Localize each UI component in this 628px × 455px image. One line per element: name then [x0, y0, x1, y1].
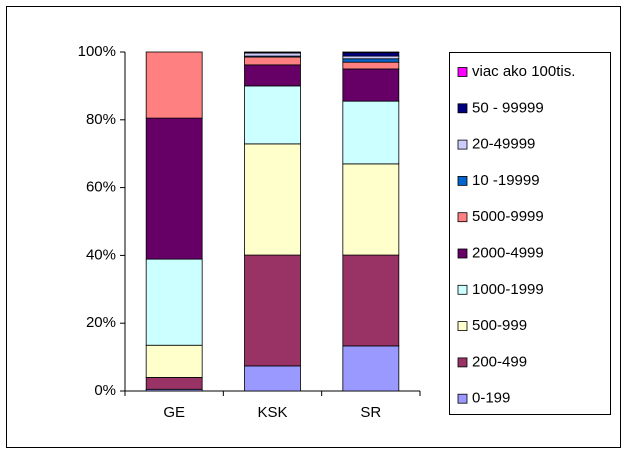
legend-box — [449, 52, 611, 415]
legend-label: 5000-9999 — [472, 208, 544, 225]
bar-segment — [342, 100, 400, 165]
bar-segment — [244, 52, 301, 57]
bar-segment — [244, 365, 301, 392]
legend-swatch — [457, 103, 468, 114]
x-tick-label: GE — [163, 404, 185, 421]
legend-swatch — [457, 284, 468, 295]
bar-segment — [244, 64, 301, 87]
bar-segment — [342, 52, 400, 57]
y-tick-label: 60% — [86, 179, 116, 196]
x-tick-label: KSK — [257, 404, 287, 421]
legend-swatch — [457, 248, 468, 259]
legend-swatch — [457, 67, 468, 77]
y-tick-label: 40% — [86, 246, 116, 263]
legend-label: 1000-1999 — [472, 281, 544, 298]
bar-segment — [342, 61, 400, 70]
y-tick-label: 20% — [86, 314, 116, 331]
bar-segment — [342, 68, 400, 102]
bar-segment — [342, 51, 400, 54]
legend-swatch — [457, 175, 468, 186]
legend-label: 50 - 99999 — [472, 99, 544, 116]
legend-label: 2000-4999 — [472, 244, 544, 261]
bar-segment — [244, 85, 301, 145]
y-tick-label: 80% — [86, 111, 116, 128]
legend-label: 200-499 — [472, 353, 527, 370]
bar-segment — [145, 377, 203, 390]
bar-segment — [145, 117, 203, 260]
bar-segment — [342, 55, 400, 60]
legend-swatch — [457, 393, 468, 404]
y-tick-label: 0% — [94, 382, 116, 399]
legend-label: 10 -19999 — [472, 172, 540, 189]
bar-segment — [342, 345, 400, 392]
bar-segment — [145, 344, 203, 378]
bar-segment — [342, 163, 400, 256]
bar-segment — [145, 51, 203, 119]
legend-label: 500-999 — [472, 317, 527, 334]
bar-segment — [342, 254, 400, 347]
x-tick-label: SR — [360, 404, 381, 421]
legend-label: 0-199 — [472, 390, 510, 407]
legend-swatch — [457, 212, 468, 223]
bar-segment — [244, 254, 301, 367]
bar-segment — [342, 58, 400, 63]
legend-swatch — [457, 357, 468, 368]
bar-segment — [145, 258, 203, 346]
legend-swatch — [457, 321, 468, 332]
legend-label: viac ako 100tis. — [472, 63, 575, 80]
bar-segment — [244, 143, 301, 256]
legend-label: 20-49999 — [472, 136, 535, 153]
y-tick-label: 100% — [78, 43, 116, 60]
legend-swatch — [457, 139, 468, 150]
bar-segment — [244, 56, 301, 66]
